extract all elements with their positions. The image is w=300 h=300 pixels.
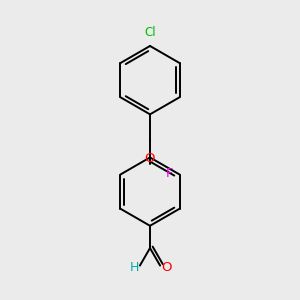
- Text: O: O: [161, 261, 171, 274]
- Text: Cl: Cl: [144, 26, 156, 39]
- Text: O: O: [145, 152, 155, 165]
- Text: H: H: [130, 261, 139, 274]
- Text: F: F: [166, 167, 173, 179]
